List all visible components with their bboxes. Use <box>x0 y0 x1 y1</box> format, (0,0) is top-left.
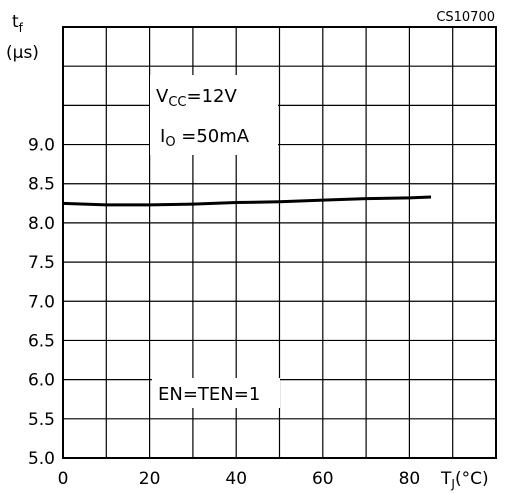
plot-frame <box>62 26 497 459</box>
y-tick-label: 6.5 <box>28 331 55 351</box>
en-box <box>152 378 280 408</box>
y-tick-label: 5.0 <box>28 449 55 469</box>
series-layer <box>62 195 432 207</box>
vcc-main: V <box>156 86 169 107</box>
x-axis-label-sub: J <box>450 477 455 491</box>
y-tick-label: 8.5 <box>28 175 55 195</box>
series-line <box>62 195 432 207</box>
vcc-sub: CC <box>168 95 186 110</box>
conditions-box <box>150 75 278 155</box>
en-annotation: EN=TEN=1 <box>158 384 260 405</box>
vcc-value: =12V <box>186 86 237 107</box>
io-value: =50mA <box>176 126 250 147</box>
io-sub: O <box>165 135 175 150</box>
x-tick-label: 80 <box>399 469 421 489</box>
x-axis-label: TJ(°C) <box>440 469 489 491</box>
y-tick-labels: 5.0 5.5 6.0 6.5 7.0 7.5 8.0 8.5 9.0 <box>28 136 55 469</box>
y-tick-label: 8.0 <box>28 214 55 234</box>
y-tick-label: 9.0 <box>28 136 55 156</box>
chart-grid <box>63 27 496 458</box>
y-axis-label-sub: f <box>19 21 24 35</box>
x-axis-label-main: T <box>440 469 452 489</box>
x-tick-label: 40 <box>225 469 247 489</box>
figure-id: CS10700 <box>436 10 495 25</box>
y-tick-label: 6.0 <box>28 371 55 391</box>
vcc-annotation: VCC=12V <box>156 86 237 110</box>
y-tick-label: 7.5 <box>28 253 55 273</box>
y-axis-label: tf <box>12 12 24 35</box>
x-tick-label: 60 <box>312 469 334 489</box>
io-main: I <box>160 126 165 147</box>
y-tick-label: 7.0 <box>28 292 55 312</box>
x-tick-labels: 0 20 40 60 80 <box>58 469 421 489</box>
y-axis-label-main: t <box>12 12 19 32</box>
x-tick-label: 0 <box>58 469 69 489</box>
y-tick-label: 5.5 <box>28 410 55 430</box>
x-tick-label: 20 <box>139 469 161 489</box>
x-axis-unit: (°C) <box>455 469 489 489</box>
y-axis-unit: (µs) <box>6 43 39 63</box>
io-annotation: IO =50mA <box>160 126 250 150</box>
